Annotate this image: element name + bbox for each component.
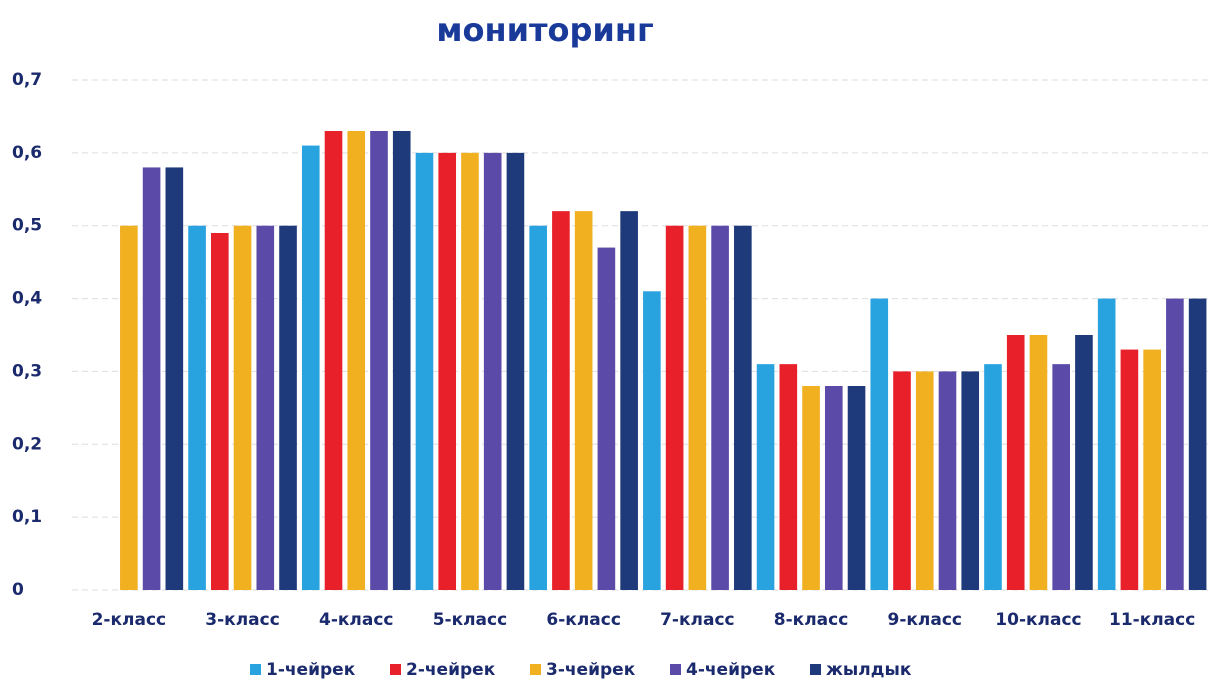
bar [438,152,457,590]
bar [506,152,525,590]
y-tick-label: 0 [12,580,24,600]
legend-swatch [810,664,821,675]
chart-title: мониторинг [436,11,653,49]
bar [1166,298,1184,590]
bar [188,225,206,590]
bar [392,131,411,590]
bar [324,131,343,590]
y-tick-label: 0,5 [12,216,42,236]
y-tick-label: 0,3 [12,361,42,381]
legend-swatch [390,664,401,675]
bar [1097,298,1116,590]
bar [142,167,161,590]
bar [210,233,229,590]
legend-label: 1-чейрек [266,660,356,680]
x-tick-label: 10-класс [995,610,1081,630]
bar [688,225,707,590]
bar [824,386,843,590]
legend-label: 4-чейрек [686,660,776,680]
x-tick-label: 2-класс [92,610,167,630]
bar [620,211,638,590]
bar [984,364,1002,590]
bar [1052,364,1071,590]
y-tick-label: 0,7 [12,70,42,90]
x-tick-label: 5-класс [433,610,508,630]
bar [665,225,684,590]
bar [756,364,775,590]
x-tick-label: 11-класс [1109,610,1195,630]
bar [802,386,820,590]
bar [347,131,366,590]
bar [734,225,752,590]
x-tick-label: 3-класс [205,610,280,630]
x-tick-label: 4-класс [319,610,394,630]
bar [415,152,434,590]
x-tick-label: 9-класс [888,610,963,630]
bar [1006,335,1025,590]
legend-swatch [530,664,541,675]
legend-swatch [670,664,681,675]
bar [597,247,616,591]
legend-label: жылдык [826,660,912,680]
x-tick-label: 8-класс [774,610,849,630]
legend-label: 2-чейрек [406,660,496,680]
legend-swatch [250,664,261,675]
bar [893,371,911,590]
bar [711,225,729,590]
bar [552,211,570,590]
bar [643,291,661,590]
y-tick-label: 0,4 [12,289,42,309]
bar [301,145,320,591]
bar [915,371,934,590]
y-tick-label: 0,6 [12,143,42,163]
legend-label: 3-чейрек [546,660,636,680]
bar [279,225,297,590]
bar [483,152,502,590]
bar [165,167,184,590]
bar [779,364,798,590]
bar [120,225,138,590]
bar [847,386,866,590]
bar [1029,335,1048,590]
bar [870,298,889,590]
bar [370,131,388,590]
bar [1120,349,1139,590]
bar [961,371,980,590]
bar [574,211,593,590]
bar [938,371,957,590]
y-tick-label: 0,1 [12,507,42,527]
bar [461,152,479,590]
bar [529,225,547,590]
bar [1188,298,1207,590]
y-tick-label: 0,2 [12,434,42,454]
bar [1143,349,1161,590]
bar [256,225,275,590]
bar [1075,335,1093,590]
x-tick-label: 7-класс [660,610,735,630]
bar [233,225,252,590]
x-tick-label: 6-класс [546,610,621,630]
